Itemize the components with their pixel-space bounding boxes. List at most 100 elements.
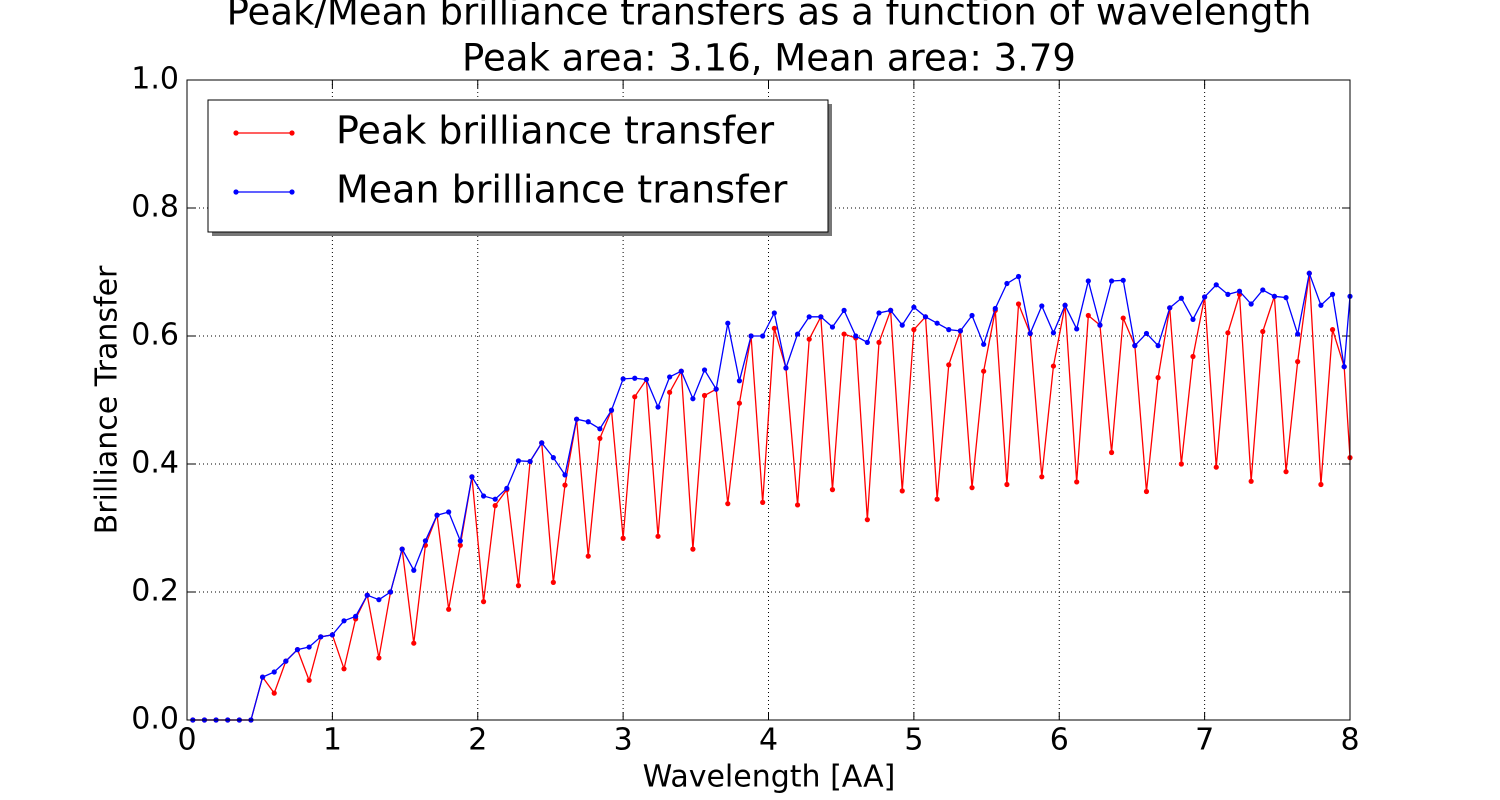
data-point bbox=[480, 493, 487, 499]
data-point bbox=[1155, 343, 1161, 349]
data-point bbox=[1329, 327, 1336, 333]
data-point bbox=[1295, 359, 1301, 365]
data-point bbox=[1074, 326, 1080, 332]
data-point bbox=[1295, 331, 1301, 337]
data-point bbox=[364, 592, 370, 598]
x-tick-label: 6 bbox=[1050, 723, 1069, 758]
chart-title: Peak/Mean brilliance transfers as a func… bbox=[227, 0, 1312, 34]
data-point bbox=[701, 392, 708, 399]
data-point bbox=[911, 327, 917, 333]
x-tick-label: 2 bbox=[468, 723, 487, 758]
data-point bbox=[690, 546, 696, 552]
data-point bbox=[713, 386, 719, 392]
data-point bbox=[667, 389, 673, 395]
data-point bbox=[736, 400, 743, 406]
data-point bbox=[1260, 287, 1266, 293]
data-point bbox=[562, 482, 568, 488]
y-tick-label: 0.6 bbox=[131, 318, 179, 353]
legend-marker bbox=[233, 189, 239, 195]
data-point bbox=[527, 458, 533, 465]
data-point bbox=[620, 376, 626, 382]
data-point bbox=[957, 328, 963, 334]
legend-marker bbox=[289, 189, 295, 195]
data-point bbox=[376, 597, 382, 603]
data-point bbox=[620, 535, 626, 541]
data-point bbox=[539, 440, 545, 446]
data-point bbox=[632, 394, 638, 400]
data-point bbox=[946, 327, 952, 333]
data-point bbox=[760, 333, 766, 339]
data-point bbox=[585, 553, 591, 559]
data-point bbox=[341, 618, 347, 624]
data-point bbox=[632, 375, 638, 381]
data-point bbox=[492, 503, 498, 509]
x-tick-label: 8 bbox=[1340, 723, 1359, 758]
y-tick-label: 0.4 bbox=[131, 446, 179, 481]
data-point bbox=[818, 314, 824, 320]
data-point bbox=[969, 312, 975, 319]
data-point bbox=[899, 488, 905, 494]
data-point bbox=[446, 606, 452, 612]
data-point bbox=[760, 499, 766, 505]
data-point bbox=[725, 320, 731, 326]
data-point bbox=[1190, 353, 1196, 360]
data-point bbox=[550, 579, 556, 586]
data-point bbox=[1015, 273, 1022, 280]
data-point bbox=[853, 333, 859, 339]
data-point bbox=[911, 304, 917, 310]
data-point bbox=[1260, 328, 1266, 335]
y-tick-label: 0.2 bbox=[131, 574, 179, 609]
data-point bbox=[353, 613, 359, 619]
data-point bbox=[864, 339, 870, 345]
data-point bbox=[1143, 488, 1150, 495]
x-axis-label: Wavelength [AA] bbox=[643, 760, 896, 795]
data-point bbox=[992, 305, 998, 312]
data-point bbox=[736, 378, 743, 384]
data-point bbox=[492, 496, 498, 502]
data-point bbox=[1039, 474, 1045, 480]
data-point bbox=[1178, 461, 1184, 467]
data-point bbox=[771, 310, 777, 316]
data-point bbox=[876, 310, 882, 316]
data-point bbox=[888, 307, 894, 313]
data-point bbox=[1178, 295, 1184, 301]
data-point bbox=[1341, 364, 1347, 370]
data-point bbox=[341, 666, 347, 672]
data-point bbox=[457, 538, 463, 544]
data-point bbox=[1143, 330, 1150, 337]
data-point bbox=[794, 502, 801, 508]
data-point bbox=[1329, 291, 1336, 297]
data-point bbox=[899, 322, 905, 328]
plot-frame bbox=[186, 79, 1351, 721]
data-point bbox=[597, 435, 603, 441]
data-point bbox=[399, 546, 405, 552]
data-point bbox=[480, 599, 487, 605]
data-point bbox=[655, 533, 661, 539]
data-point bbox=[318, 634, 324, 640]
data-point bbox=[597, 426, 603, 432]
data-point bbox=[515, 458, 522, 464]
data-point bbox=[1085, 278, 1091, 284]
data-point bbox=[329, 632, 335, 638]
data-point bbox=[1202, 294, 1208, 300]
data-point bbox=[446, 509, 452, 515]
data-point bbox=[1225, 330, 1231, 336]
data-point bbox=[643, 376, 649, 383]
data-point bbox=[981, 368, 987, 374]
data-point bbox=[1050, 363, 1057, 369]
data-point bbox=[794, 331, 801, 337]
data-point bbox=[806, 336, 812, 342]
data-point bbox=[294, 647, 301, 653]
data-point bbox=[876, 339, 882, 345]
data-point bbox=[1039, 303, 1045, 309]
data-point bbox=[1248, 301, 1254, 307]
x-tick-label: 7 bbox=[1195, 723, 1214, 758]
x-tick-label: 1 bbox=[323, 723, 342, 758]
legend-label: Mean brilliance transfer bbox=[336, 168, 788, 212]
data-point bbox=[981, 341, 987, 347]
data-point bbox=[1248, 478, 1254, 484]
data-point bbox=[1050, 330, 1057, 336]
data-point bbox=[934, 320, 940, 326]
data-point bbox=[306, 677, 312, 683]
data-point bbox=[864, 517, 870, 523]
